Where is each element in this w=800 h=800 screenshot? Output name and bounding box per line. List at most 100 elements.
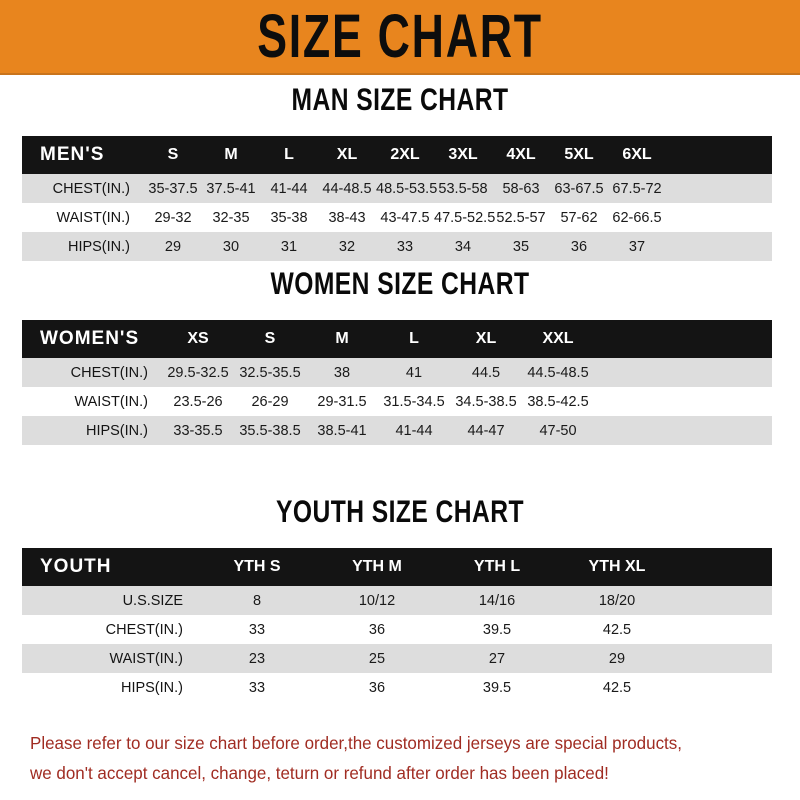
table-cell: 14/16 [437, 586, 557, 615]
table-cell: 33 [197, 615, 317, 644]
women-row-label-2: WAIST(IN.) [22, 387, 162, 416]
table-cell: 31 [260, 232, 318, 261]
youth-size-header-1: YTH S [197, 548, 317, 586]
men-row-label-1: CHEST(IN.) [22, 174, 144, 203]
men-header-spacer [666, 136, 772, 174]
table-cell: 39.5 [437, 615, 557, 644]
table-cell: 36 [317, 673, 437, 702]
table-cell-spacer [677, 615, 772, 644]
table-cell: 35-37.5 [144, 174, 202, 203]
table-row: CHEST(IN.) 29.5-32.5 32.5-35.5 38 41 44.5 44.5… [22, 358, 772, 387]
table-cell: 32-35 [202, 203, 260, 232]
table-row: WAIST(IN.) 23 25 27 29 [22, 644, 772, 673]
table-cell: 43-47.5 [376, 203, 434, 232]
table-cell-spacer [594, 416, 772, 445]
table-cell: 38.5-42.5 [522, 387, 594, 416]
table-cell: 38.5-41 [306, 416, 378, 445]
table-cell: 44.5 [450, 358, 522, 387]
table-cell: 34 [434, 232, 492, 261]
women-size-header-2: S [234, 320, 306, 358]
table-cell-spacer [666, 174, 772, 203]
table-cell: 10/12 [317, 586, 437, 615]
table-row: HIPS(IN.) 33 36 39.5 42.5 [22, 673, 772, 702]
disclaimer-line-2: we don't accept cancel, change, teturn o… [30, 763, 609, 783]
men-size-header-5: 2XL [376, 136, 434, 174]
table-cell: 37.5-41 [202, 174, 260, 203]
women-header-spacer [594, 320, 772, 358]
table-cell: 35 [492, 232, 550, 261]
table-cell-spacer [677, 673, 772, 702]
table-cell: 34.5-38.5 [450, 387, 522, 416]
disclaimer-line-1: Please refer to our size chart before or… [30, 733, 682, 753]
youth-table-header-row: YOUTH YTH S YTH M YTH L YTH XL [22, 548, 772, 586]
women-size-header-6: XXL [522, 320, 594, 358]
table-cell: 44.5-48.5 [522, 358, 594, 387]
women-size-header-5: XL [450, 320, 522, 358]
order-disclaimer: Please refer to our size chart before or… [30, 728, 756, 788]
men-size-table: MEN'S S M L XL 2XL 3XL 4XL 5XL 6XL CHEST(IN.) 35-37… [22, 136, 772, 261]
women-table-header-row: WOMEN'S XS S M L XL XXL [22, 320, 772, 358]
men-size-header-6: 3XL [434, 136, 492, 174]
men-size-header-4: XL [318, 136, 376, 174]
table-cell: 41 [378, 358, 450, 387]
table-cell-spacer [666, 232, 772, 261]
table-cell: 39.5 [437, 673, 557, 702]
women-size-table: WOMEN'S XS S M L XL XXL CHEST(IN.) 29.5-32.5 32.5… [22, 320, 772, 445]
table-cell: 47.5-52.5 [434, 203, 495, 232]
table-cell-spacer [666, 203, 772, 232]
youth-corner-label: YOUTH [22, 548, 197, 586]
table-cell: 8 [197, 586, 317, 615]
table-cell: 52.5-57 [492, 203, 550, 232]
table-cell-spacer [594, 387, 772, 416]
women-size-header-4: L [378, 320, 450, 358]
table-row: CHEST(IN.) 35-37.5 37.5-41 41-44 44-48.5 48.5… [22, 174, 772, 203]
table-cell: 38 [306, 358, 378, 387]
table-cell: 47-50 [522, 416, 594, 445]
youth-row-label-1: U.S.SIZE [22, 586, 197, 615]
table-row: U.S.SIZE 8 10/12 14/16 18/20 [22, 586, 772, 615]
table-cell: 26-29 [234, 387, 306, 416]
table-cell: 41-44 [260, 174, 318, 203]
women-row-label-1: CHEST(IN.) [22, 358, 162, 387]
table-cell: 32 [318, 232, 376, 261]
women-section-title: WOMEN SIZE CHART [270, 266, 530, 301]
table-row: HIPS(IN.) 29 30 31 32 33 34 35 36 37 [22, 232, 772, 261]
page-banner: SIZE CHART [0, 0, 800, 75]
table-cell: 33 [376, 232, 434, 261]
men-size-header-9: 6XL [608, 136, 666, 174]
table-cell-spacer [677, 586, 772, 615]
table-cell: 37 [608, 232, 666, 261]
table-row: CHEST(IN.) 33 36 39.5 42.5 [22, 615, 772, 644]
banner-title: SIZE CHART [257, 2, 543, 71]
table-cell: 42.5 [557, 673, 677, 702]
table-cell: 29-32 [144, 203, 202, 232]
youth-row-label-2: CHEST(IN.) [22, 615, 197, 644]
table-cell: 44-47 [450, 416, 522, 445]
men-size-header-8: 5XL [550, 136, 608, 174]
youth-section-title: YOUTH SIZE CHART [276, 494, 524, 529]
table-cell: 29.5-32.5 [162, 358, 234, 387]
table-cell: 25 [317, 644, 437, 673]
youth-size-table: YOUTH YTH S YTH M YTH L YTH XL U.S.SIZE 8 10/12… [22, 548, 772, 702]
table-cell: 53.5-58 [434, 174, 492, 203]
youth-row-label-3: WAIST(IN.) [22, 644, 197, 673]
table-cell: 42.5 [557, 615, 677, 644]
table-row: WAIST(IN.) 29-32 32-35 35-38 38-43 43-47.5 47.… [22, 203, 772, 232]
men-table-header-row: MEN'S S M L XL 2XL 3XL 4XL 5XL 6XL [22, 136, 772, 174]
table-cell: 35.5-38.5 [234, 416, 306, 445]
table-row: HIPS(IN.) 33-35.5 35.5-38.5 38.5-41 41-44 44-… [22, 416, 772, 445]
women-size-header-3: M [306, 320, 378, 358]
men-size-header-7: 4XL [492, 136, 550, 174]
table-cell: 33 [197, 673, 317, 702]
men-row-label-2: WAIST(IN.) [22, 203, 144, 232]
table-cell: 41-44 [378, 416, 450, 445]
youth-header-spacer [677, 548, 772, 586]
table-cell: 58-63 [492, 174, 550, 203]
table-cell: 44-48.5 [318, 174, 376, 203]
table-cell: 23 [197, 644, 317, 673]
men-row-label-3: HIPS(IN.) [22, 232, 144, 261]
table-cell: 38-43 [318, 203, 376, 232]
table-cell: 18/20 [557, 586, 677, 615]
table-cell: 32.5-35.5 [234, 358, 306, 387]
